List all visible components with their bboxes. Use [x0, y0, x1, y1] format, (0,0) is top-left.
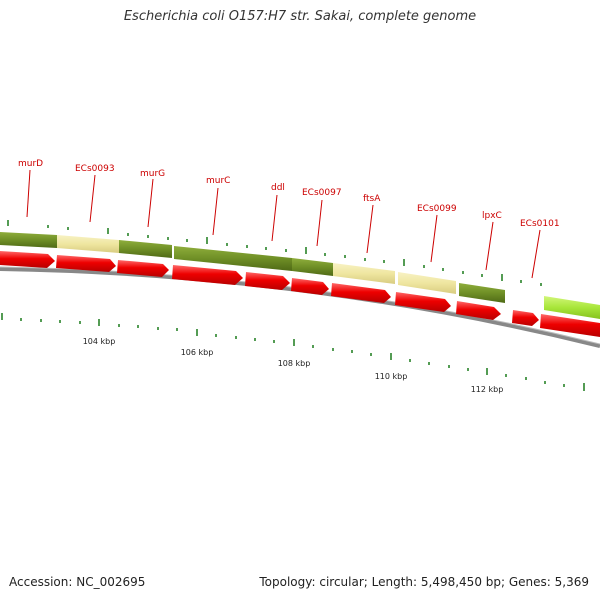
gene-arrow	[331, 283, 391, 303]
gene-arrow	[56, 255, 116, 272]
label-leader-line	[531, 229, 541, 279]
gene-label: murG	[140, 169, 165, 179]
scale-labels: 104 kbp 106 kbp 108 kbp 110 kbp 112 kbp	[83, 337, 504, 394]
gene-label: ECs0097	[302, 188, 342, 198]
genome-summary-text: Topology: circular; Length: 5,498,450 bp…	[259, 575, 589, 589]
gene-arrow	[172, 265, 243, 285]
gene-label: lpxC	[482, 211, 502, 221]
gene-arrow-track	[0, 251, 600, 337]
gene-arrow	[512, 310, 539, 326]
gene-label: ECs0099	[417, 204, 457, 214]
gene-arrow	[117, 260, 169, 277]
feature-block	[544, 296, 600, 319]
accession-text: Accession: NC_002695	[9, 575, 146, 589]
label-leader-line	[366, 204, 374, 254]
feature-block	[119, 240, 172, 258]
gene-label: ECs0093	[75, 164, 115, 174]
scale-label: 110 kbp	[375, 372, 408, 381]
gene-arrow	[540, 314, 600, 337]
upper-tick-track	[7, 220, 542, 286]
label-leader-line	[26, 169, 31, 218]
gene-arrow	[395, 292, 451, 312]
label-leader-line	[89, 174, 96, 223]
feature-track	[0, 232, 600, 319]
gene-label: murD	[18, 159, 43, 169]
feature-block	[174, 246, 292, 271]
gene-arrow	[456, 301, 501, 320]
label-leader-line	[271, 194, 278, 242]
gene-arrow	[291, 278, 329, 295]
feature-block	[333, 263, 395, 284]
scale-label: 112 kbp	[471, 385, 504, 394]
gene-label: murC	[206, 176, 230, 186]
gene-arrow	[245, 272, 290, 290]
scale-tick-track	[1, 313, 585, 391]
feature-block	[292, 258, 333, 276]
scale-label: 106 kbp	[181, 348, 214, 357]
label-leader-line	[430, 214, 438, 263]
gene-label: ddl	[271, 183, 285, 193]
label-leaders	[26, 169, 541, 279]
label-leader-line	[147, 178, 154, 228]
label-leader-line	[485, 221, 494, 271]
genome-backbone-highlight	[0, 266, 600, 345]
feature-block	[57, 235, 119, 253]
feature-block	[398, 272, 456, 294]
label-leader-line	[212, 187, 219, 236]
map-title: Escherichia coli O157:H7 str. Sakai, com…	[123, 9, 477, 24]
gene-labels: murD ECs0093 murG murC ddl ECs0097 ftsA …	[18, 159, 560, 229]
gene-label: ftsA	[363, 194, 381, 204]
feature-block	[0, 232, 57, 248]
scale-label: 108 kbp	[278, 359, 311, 368]
gene-label: ECs0101	[520, 219, 560, 229]
scale-label: 104 kbp	[83, 337, 116, 346]
gene-arrow	[0, 251, 55, 268]
label-leader-line	[316, 199, 323, 247]
feature-block	[459, 283, 505, 303]
